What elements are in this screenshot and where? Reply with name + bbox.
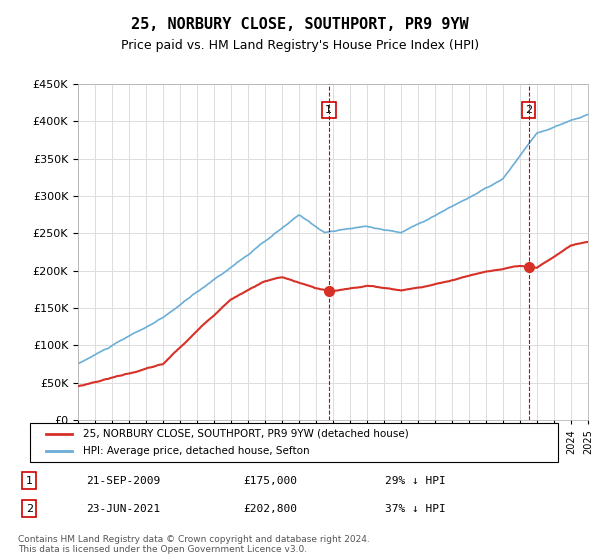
Text: 1: 1 <box>325 105 332 115</box>
Text: 2: 2 <box>525 105 532 115</box>
FancyBboxPatch shape <box>30 423 558 462</box>
Text: 1: 1 <box>26 475 33 486</box>
Text: £202,800: £202,800 <box>244 504 298 514</box>
Text: 25, NORBURY CLOSE, SOUTHPORT, PR9 9YW (detached house): 25, NORBURY CLOSE, SOUTHPORT, PR9 9YW (d… <box>83 429 409 439</box>
Text: 29% ↓ HPI: 29% ↓ HPI <box>385 475 445 486</box>
Text: 23-JUN-2021: 23-JUN-2021 <box>86 504 160 514</box>
Text: 21-SEP-2009: 21-SEP-2009 <box>86 475 160 486</box>
Text: 25, NORBURY CLOSE, SOUTHPORT, PR9 9YW: 25, NORBURY CLOSE, SOUTHPORT, PR9 9YW <box>131 17 469 32</box>
Text: HPI: Average price, detached house, Sefton: HPI: Average price, detached house, Seft… <box>83 446 310 456</box>
Text: 37% ↓ HPI: 37% ↓ HPI <box>385 504 445 514</box>
Text: 2: 2 <box>26 504 33 514</box>
Text: Contains HM Land Registry data © Crown copyright and database right 2024.
This d: Contains HM Land Registry data © Crown c… <box>18 535 370 554</box>
Text: Price paid vs. HM Land Registry's House Price Index (HPI): Price paid vs. HM Land Registry's House … <box>121 39 479 52</box>
Text: £175,000: £175,000 <box>244 475 298 486</box>
